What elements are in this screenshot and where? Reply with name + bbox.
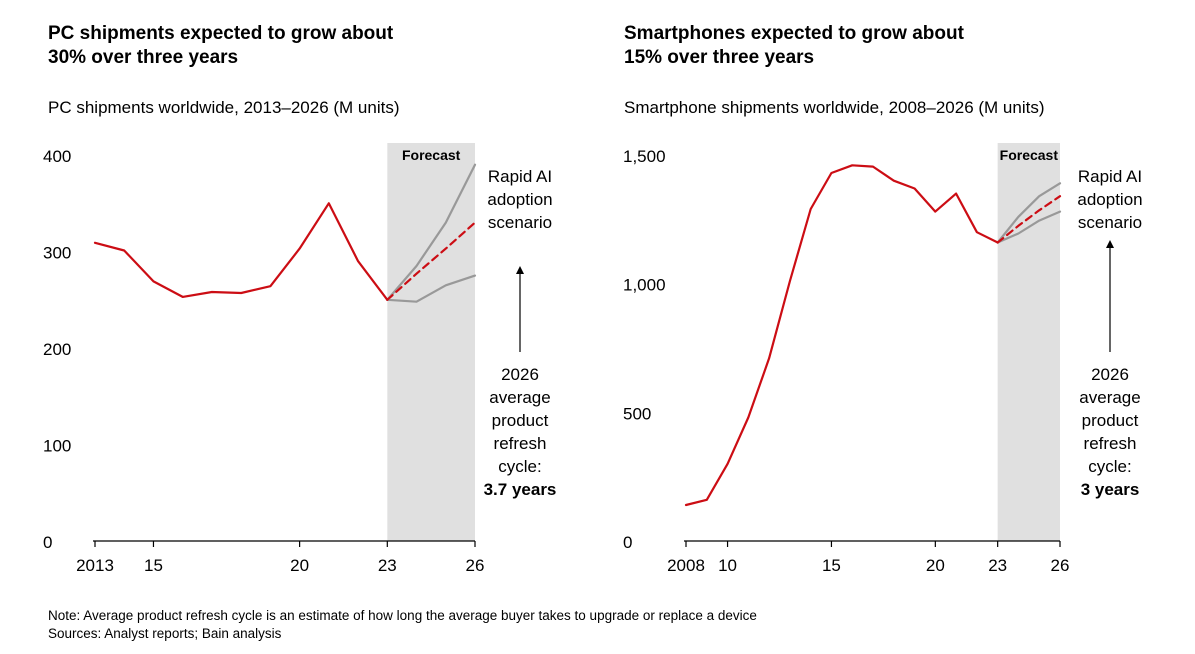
refresh-label-line: cycle:	[1088, 457, 1131, 476]
series-line-forecast-high	[996, 182, 1062, 244]
x-tick-label: 2013	[76, 556, 114, 575]
chart1-title: PC shipments expected to grow about 30% …	[48, 22, 393, 70]
chart1-title-line1: PC shipments expected to grow about	[48, 23, 394, 44]
x-tick-label: 20	[926, 556, 945, 575]
series-line-forecast-low	[386, 274, 477, 303]
scenario-label-line: Rapid AI	[488, 167, 552, 186]
x-tick-label: 20	[290, 556, 309, 575]
refresh-label-line: average	[1079, 388, 1140, 407]
refresh-label-line: refresh	[1084, 434, 1137, 453]
chart2-subtitle: Smartphone shipments worldwide, 2008–202…	[624, 98, 1045, 117]
chart1-title-line2: 30% over three years	[48, 47, 239, 68]
footer-note: Note: Average product refresh cycle is a…	[48, 608, 757, 623]
smartphone-shipments-chart: Forecast 0 500 1,000 1,500 2008 10 15 20 23 26 Rapi…	[623, 143, 1143, 575]
chart1-subtitle: PC shipments worldwide, 2013–2026 (M uni…	[48, 98, 400, 117]
refresh-label-line: 2026	[1091, 365, 1129, 384]
scenario-label-line: adoption	[487, 190, 552, 209]
annotation-arrow-head	[516, 266, 524, 274]
pc-shipments-chart: Forecast 0 100 200 300 400 2013 15 20 23 26 Rapid A…	[43, 143, 556, 575]
footer-sources: Sources: Analyst reports; Bain analysis	[48, 626, 282, 641]
y-tick-label: 0	[43, 533, 52, 552]
forecast-label: Forecast	[402, 147, 461, 163]
scenario-label-line: Rapid AI	[1078, 167, 1142, 186]
scenario-label-line: scenario	[1078, 213, 1142, 232]
annotation-arrow-head	[1106, 240, 1114, 248]
y-tick-label: 0	[623, 533, 632, 552]
series-line-forecast-rapid-ai	[996, 195, 1062, 244]
x-tick-label: 15	[144, 556, 163, 575]
refresh-label-line: refresh	[494, 434, 547, 453]
chart2-title-line1: Smartphones expected to grow about	[624, 23, 964, 44]
series-line-actual	[93, 202, 389, 301]
forecast-band	[387, 143, 475, 541]
y-tick-label: 1,500	[623, 147, 666, 166]
x-tick-label: 10	[718, 556, 737, 575]
series-line-forecast-high	[386, 163, 477, 301]
chart2-title: Smartphones expected to grow about 15% o…	[624, 22, 964, 70]
x-tick-label: 2008	[667, 556, 705, 575]
y-tick-label: 200	[43, 340, 71, 359]
x-tick-label: 23	[378, 556, 397, 575]
refresh-label-line: product	[1082, 411, 1139, 430]
forecast-band	[997, 143, 1060, 541]
x-tick-label: 26	[466, 556, 485, 575]
x-tick-label: 26	[1051, 556, 1070, 575]
scenario-label-line: adoption	[1077, 190, 1142, 209]
scenario-label-line: scenario	[488, 213, 552, 232]
refresh-label-line: average	[489, 388, 550, 407]
series-line-actual	[684, 164, 999, 507]
chart2-title-line2: 15% over three years	[624, 47, 815, 68]
y-tick-label: 500	[623, 404, 651, 423]
refresh-value: 3.7 years	[484, 480, 557, 499]
y-tick-label: 300	[43, 244, 71, 263]
refresh-value: 3 years	[1081, 480, 1140, 499]
x-tick-label: 23	[988, 556, 1007, 575]
series-line-forecast-low	[996, 210, 1062, 244]
y-tick-label: 100	[43, 437, 71, 456]
refresh-label-line: 2026	[501, 365, 539, 384]
y-tick-label: 400	[43, 147, 71, 166]
refresh-label-line: product	[492, 411, 549, 430]
forecast-label: Forecast	[1000, 147, 1059, 163]
series-line-forecast-rapid-ai	[386, 221, 477, 301]
refresh-label-line: cycle:	[498, 457, 541, 476]
y-tick-label: 1,000	[623, 276, 666, 295]
x-tick-label: 15	[822, 556, 841, 575]
